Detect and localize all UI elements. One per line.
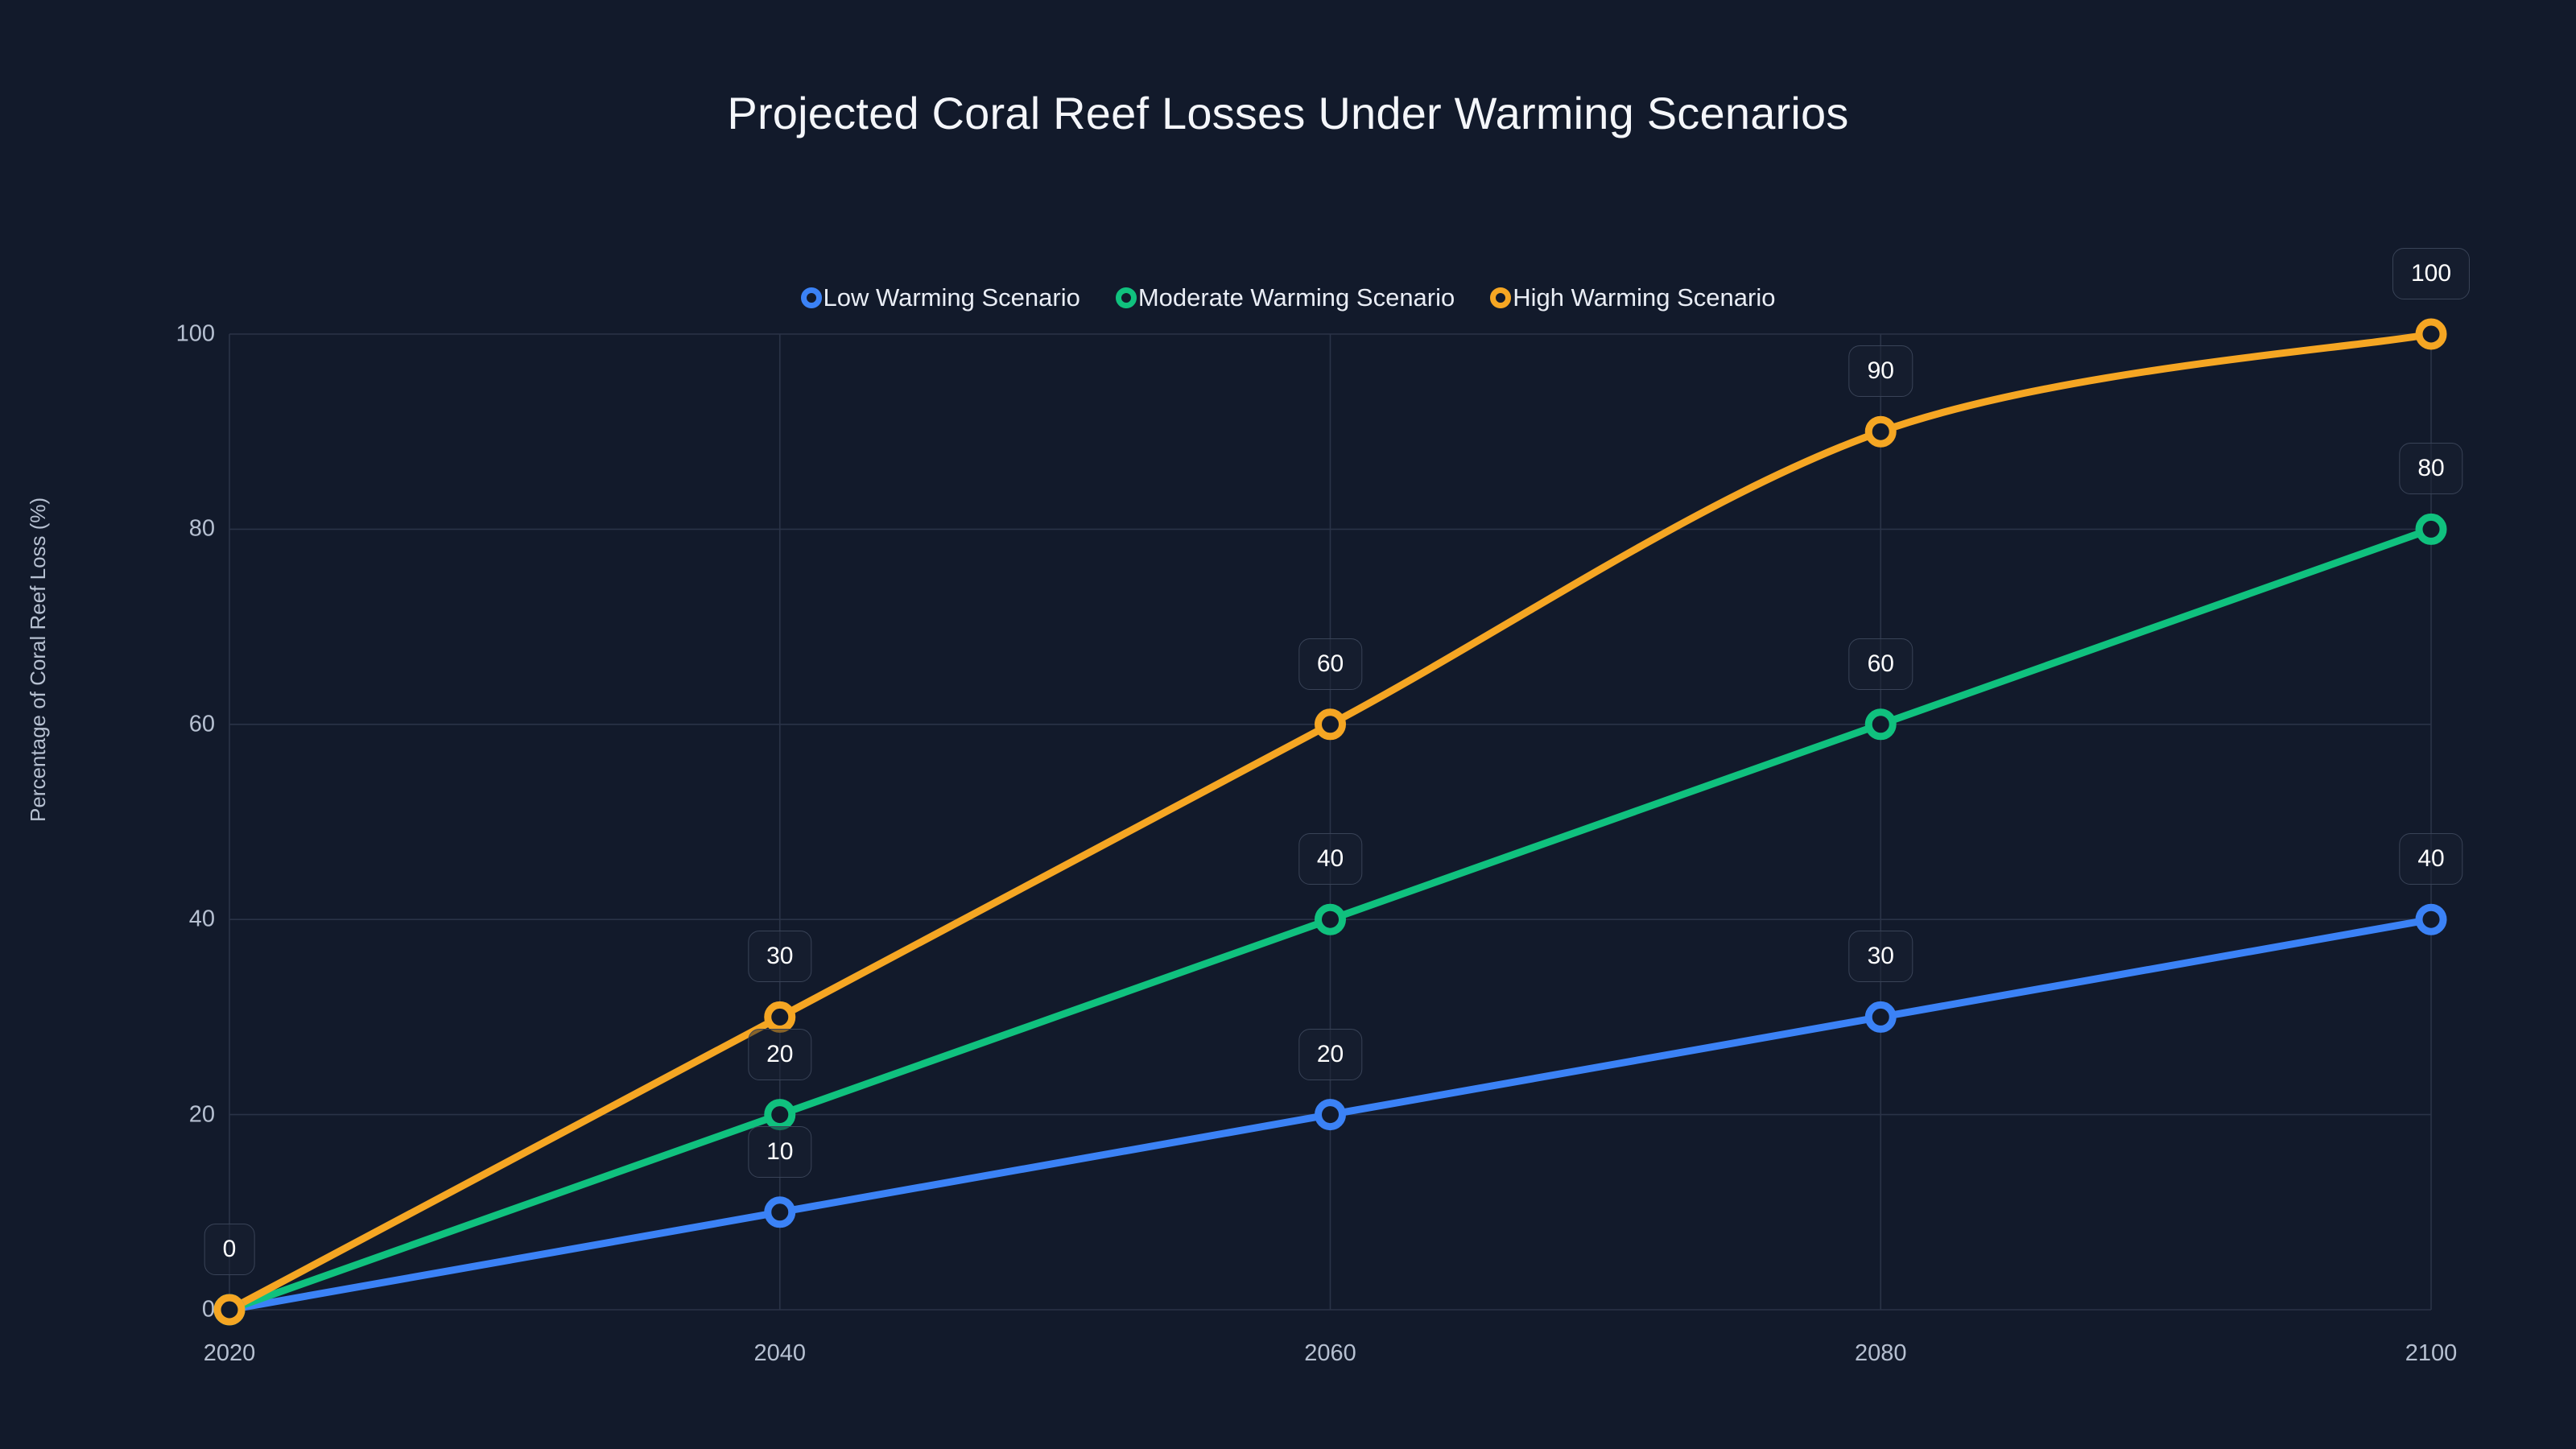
- data-point-label: 40: [1298, 833, 1363, 886]
- data-point-marker: [1864, 1001, 1897, 1033]
- data-point-marker: [1864, 415, 1897, 448]
- page-title: Projected Coral Reef Losses Under Warmin…: [727, 88, 1849, 138]
- plot-svg: [213, 318, 2447, 1326]
- data-point-marker: [2415, 513, 2447, 545]
- x-axis-tick-label: 2040: [753, 1340, 806, 1366]
- legend-item-high[interactable]: High Warming Scenario: [1490, 283, 1775, 312]
- legend-label-moderate: Moderate Warming Scenario: [1137, 283, 1455, 312]
- legend-item-moderate[interactable]: Moderate Warming Scenario: [1115, 283, 1455, 312]
- data-point-marker: [764, 1099, 796, 1131]
- data-point-marker: [213, 1294, 246, 1326]
- data-point-marker: [1315, 903, 1346, 935]
- y-axis-tick-label: 60: [188, 711, 215, 737]
- data-point-label: 20: [748, 1028, 812, 1080]
- x-axis-tick-label: 2020: [203, 1340, 256, 1366]
- data-point-marker: [1315, 1099, 1346, 1131]
- legend-item-low[interactable]: Low Warming Scenario: [800, 283, 1080, 312]
- data-point-marker: [764, 1001, 796, 1033]
- x-axis-tick-label: 2080: [1854, 1340, 1907, 1366]
- legend-label-high: High Warming Scenario: [1513, 283, 1776, 312]
- data-point-label: 100: [2392, 248, 2471, 299]
- data-point-label: 40: [2399, 833, 2463, 886]
- x-axis-tick-label: 2060: [1304, 1340, 1356, 1366]
- data-point-marker: [2415, 318, 2447, 350]
- chart-legend: Low Warming Scenario Moderate Warming Sc…: [0, 283, 2576, 312]
- data-point-label: 30: [1848, 931, 1913, 983]
- plot-area: [213, 318, 2447, 1326]
- data-point-marker: [764, 1196, 796, 1228]
- data-point-marker: [1315, 708, 1346, 741]
- y-axis-title: Percentage of Coral Reef Loss (%): [26, 497, 50, 822]
- data-point-label: 60: [1848, 638, 1913, 690]
- ring-marker-moderate-icon: [1115, 287, 1137, 308]
- data-point-label: 80: [2399, 443, 2463, 495]
- y-axis-tick-label: 80: [188, 515, 215, 542]
- data-point-label: 0: [204, 1224, 255, 1275]
- data-point-marker: [2415, 903, 2447, 935]
- data-point-label: 30: [748, 931, 812, 983]
- ring-marker-high-icon: [1490, 287, 1512, 308]
- x-axis-tick-label: 2100: [2405, 1340, 2458, 1366]
- ring-marker-low-icon: [800, 287, 822, 308]
- data-point-label: 10: [748, 1125, 812, 1178]
- y-axis-tick-label: 100: [175, 320, 215, 347]
- y-axis-tick-label: 0: [201, 1296, 215, 1323]
- data-point-label: 60: [1298, 638, 1363, 690]
- data-point-label: 90: [1848, 345, 1913, 398]
- y-axis-tick-label: 20: [188, 1101, 215, 1128]
- data-point-label: 20: [1298, 1028, 1363, 1080]
- legend-label-low: Low Warming Scenario: [823, 283, 1080, 312]
- y-axis-tick-label: 40: [188, 906, 215, 932]
- data-point-marker: [1864, 708, 1897, 741]
